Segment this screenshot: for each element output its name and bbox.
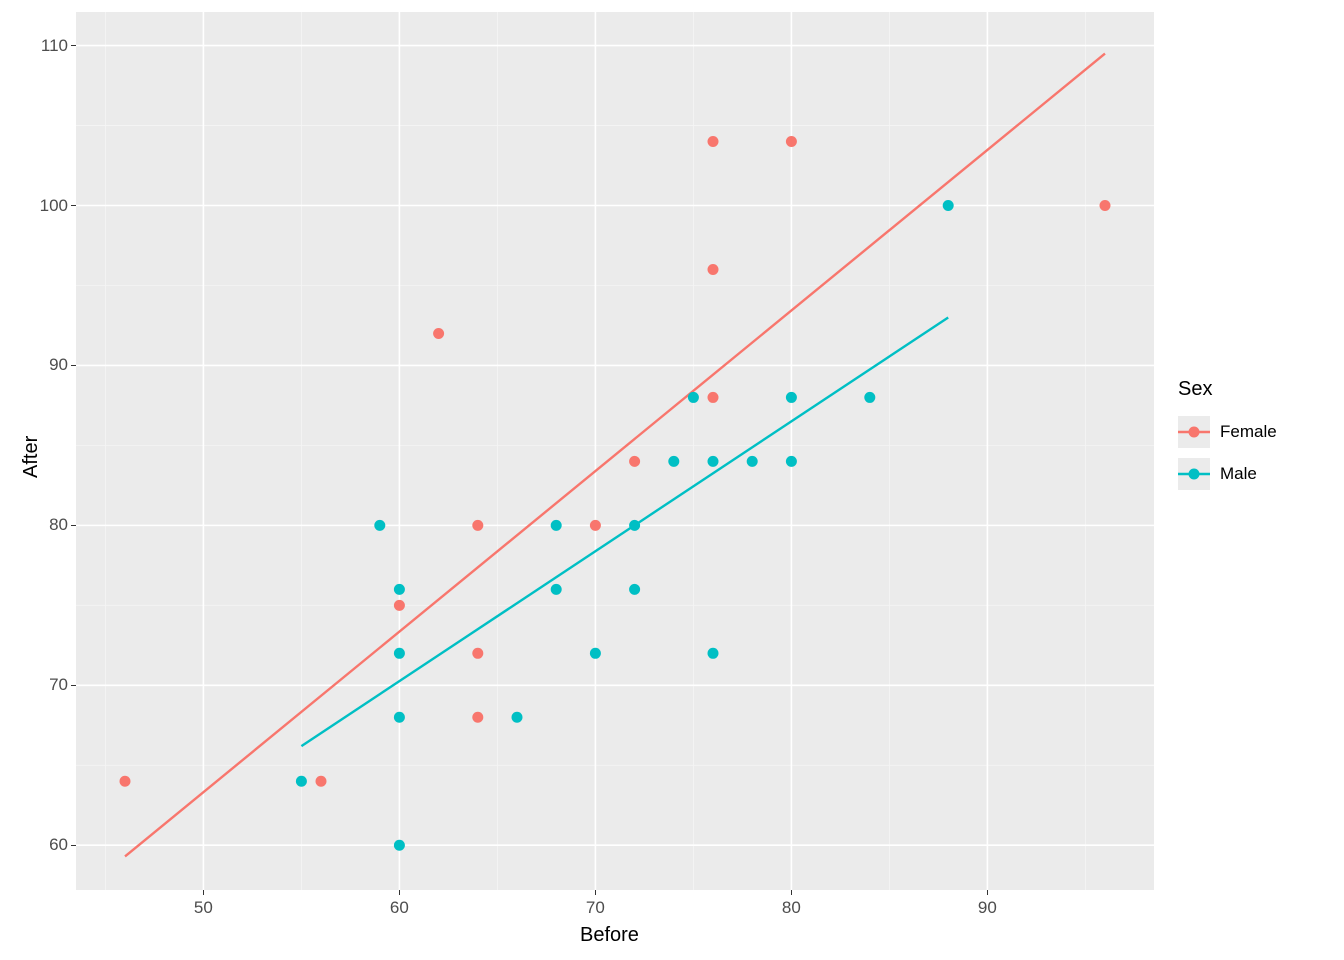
y-tick-label: 70 (49, 675, 68, 695)
x-tick-mark (399, 890, 400, 895)
y-tick-mark (71, 845, 76, 846)
y-tick-mark (71, 685, 76, 686)
legend-item: Male (1178, 458, 1257, 490)
scatter-plot (76, 12, 1154, 890)
legend-label: Male (1220, 464, 1257, 484)
legend-key (1178, 416, 1210, 448)
legend-item: Female (1178, 416, 1277, 448)
x-tick-label: 80 (776, 898, 806, 918)
x-axis-label: Before (580, 924, 639, 947)
x-tick-label: 60 (384, 898, 414, 918)
y-tick-mark (71, 205, 76, 206)
legend-title: Sex (1178, 378, 1212, 401)
x-tick-mark (203, 890, 204, 895)
x-tick-label: 50 (188, 898, 218, 918)
y-tick-label: 110 (41, 36, 68, 56)
y-tick-label: 80 (49, 515, 68, 535)
x-tick-mark (987, 890, 988, 895)
legend-label: Female (1220, 422, 1277, 442)
x-tick-label: 90 (972, 898, 1002, 918)
chart-container: 60 70 80 90 100 110 50 60 70 80 90 After Before S… (0, 0, 1344, 960)
x-tick-mark (595, 890, 596, 895)
y-axis-label: After (20, 436, 43, 478)
legend-key (1178, 458, 1210, 490)
y-tick-mark (71, 525, 76, 526)
y-tick-label: 90 (49, 355, 68, 375)
y-tick-label: 60 (49, 835, 68, 855)
y-tick-label: 100 (40, 196, 68, 216)
x-tick-label: 70 (580, 898, 610, 918)
y-tick-mark (71, 365, 76, 366)
x-tick-mark (791, 890, 792, 895)
y-tick-mark (71, 45, 76, 46)
